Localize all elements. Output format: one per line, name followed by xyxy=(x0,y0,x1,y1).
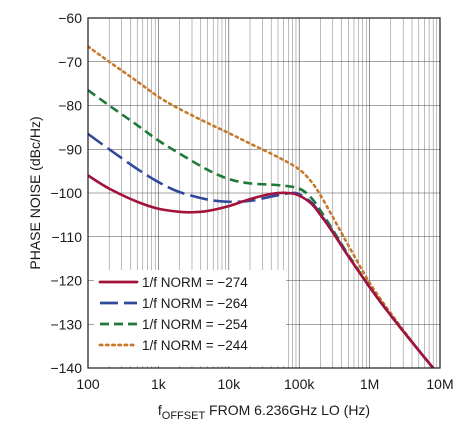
y-tick-label: −80 xyxy=(58,98,82,114)
y-tick-label: −60 xyxy=(58,10,82,26)
plot-frame xyxy=(87,17,441,369)
y-tick-label: −90 xyxy=(58,141,82,157)
y-tick-label: −70 xyxy=(58,54,82,70)
x-axis-title-main: f xyxy=(158,402,162,418)
tick-label-layer: −140 −130 −120 −110 −100 −90 −80 −70 −60 100 1k 10k… xyxy=(50,10,453,392)
x-tick-label: 1M xyxy=(360,376,379,392)
y-tick-label: −100 xyxy=(50,185,82,201)
y-tick-label: −130 xyxy=(50,316,82,332)
series-line-1 xyxy=(88,174,435,368)
y-tick-label: −120 xyxy=(50,273,82,289)
legend-label-2: 1/f NORM = −264 xyxy=(142,296,248,311)
x-tick-label: 10M xyxy=(426,376,453,392)
legend-label-4: 1/f NORM = −244 xyxy=(142,338,248,353)
x-tick-label: 100k xyxy=(284,376,315,392)
x-tick-label: 10k xyxy=(218,376,242,392)
series-layer xyxy=(88,45,435,368)
legend-label-3: 1/f NORM = −254 xyxy=(142,317,248,332)
y-tick-label: −110 xyxy=(52,229,83,245)
x-axis-title-subscript: OFFSET xyxy=(162,410,206,422)
y-axis-title: PHASE NOISE (dBc/Hz) xyxy=(27,116,43,269)
x-axis-title: fOFFSET FROM 6.236GHz LO (Hz) xyxy=(158,402,370,422)
legend-label-1: 1/f NORM = −274 xyxy=(142,275,248,290)
series-line-3 xyxy=(88,89,435,368)
legend-box xyxy=(94,270,286,366)
legend: 1/f NORM = −274 1/f NORM = −264 1/f NORM =… xyxy=(98,275,248,353)
x-axis-title-rest: FROM 6.236GHz LO (Hz) xyxy=(205,402,370,418)
x-tick-label: 1k xyxy=(151,376,167,392)
x-tick-label: 100 xyxy=(76,376,100,392)
y-tick-label: −140 xyxy=(50,360,82,376)
